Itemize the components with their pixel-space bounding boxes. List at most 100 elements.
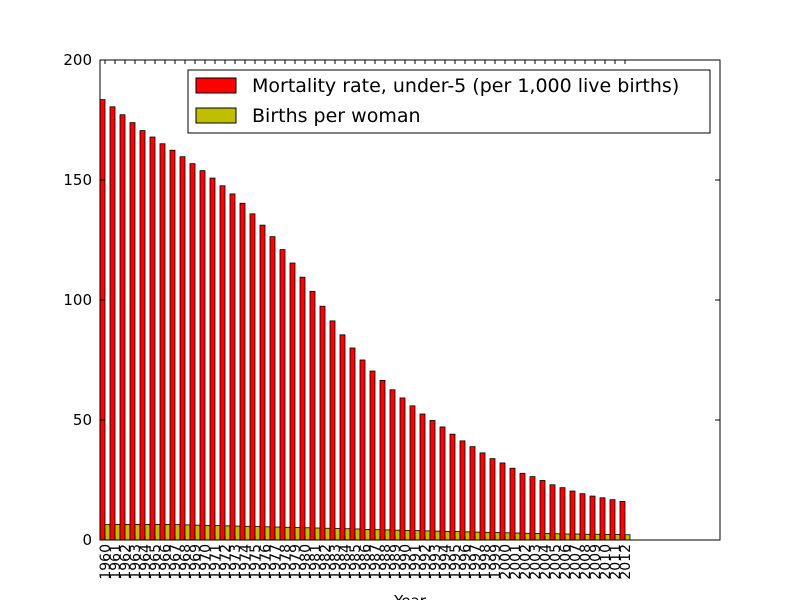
legend-box: [187, 69, 711, 134]
bar-mortality-1964: [139, 130, 146, 541]
bar-mortality-1987: [369, 370, 376, 541]
bar-mortality-1979: [289, 262, 296, 541]
bar-mortality-1969: [189, 163, 196, 541]
bar-births-1965: [154, 524, 161, 541]
bar-mortality-2007: [569, 490, 576, 541]
bar-births-2001: [514, 532, 521, 541]
x-tick-label-1980: 1980: [298, 544, 314, 580]
bar-births-2010: [604, 534, 611, 541]
x-tick-label-1963: 1963: [128, 544, 144, 580]
bar-births-2000: [504, 532, 511, 541]
x-tick-label-2001: 2001: [508, 544, 524, 580]
bar-births-2004: [544, 533, 551, 541]
bar-births-1962: [124, 524, 131, 541]
bar-mortality-1981: [309, 290, 316, 541]
bar-mortality-1997: [469, 446, 476, 541]
bar-births-1978: [284, 526, 291, 541]
legend-swatch-births: [195, 107, 237, 124]
bar-mortality-1966: [159, 143, 166, 541]
x-tick-label-1978: 1978: [278, 544, 294, 580]
x-tick-label-1998: 1998: [478, 544, 494, 580]
x-tick-label-1967: 1967: [168, 544, 184, 580]
bar-mortality-1982: [319, 305, 326, 541]
bar-births-1989: [394, 529, 401, 541]
bar-mortality-2000: [499, 462, 506, 541]
legend: Mortality rate, under-5 (per 1,000 live …: [187, 69, 711, 134]
x-tick-label-2008: 2008: [578, 544, 594, 580]
x-tick-label-1995: 1995: [448, 544, 464, 580]
bar-mortality-1998: [479, 452, 486, 541]
x-tick-label-1989: 1989: [388, 544, 404, 580]
bar-births-1969: [194, 524, 201, 541]
x-tick-label-1990: 1990: [398, 544, 414, 580]
x-tick-label-2000: 2000: [498, 544, 514, 580]
bar-mortality-1999: [489, 458, 496, 541]
bar-mortality-1990: [399, 397, 406, 541]
x-tick-label-1993: 1993: [428, 544, 444, 580]
bar-mortality-1992: [419, 413, 426, 541]
x-tick-label-2004: 2004: [538, 544, 554, 580]
bar-births-2007: [574, 533, 581, 541]
bar-mortality-2004: [539, 480, 546, 541]
bar-mortality-1968: [179, 156, 186, 541]
bar-mortality-1974: [239, 202, 246, 541]
bar-births-2009: [594, 533, 601, 541]
bar-births-1999: [494, 532, 501, 541]
bar-births-1994: [444, 530, 451, 541]
bar-births-1993: [434, 530, 441, 541]
bar-births-1974: [244, 525, 251, 541]
x-tick-label-1969: 1969: [188, 544, 204, 580]
bar-mortality-1991: [409, 405, 416, 541]
bar-births-1995: [454, 531, 461, 541]
bar-births-1973: [234, 525, 241, 541]
bar-births-2002: [524, 532, 531, 541]
x-tick-label-1983: 1983: [328, 544, 344, 580]
bar-mortality-1977: [269, 236, 276, 541]
x-tick-label-1968: 1968: [178, 544, 194, 580]
bar-births-2008: [584, 533, 591, 541]
bar-mortality-1961: [109, 106, 116, 541]
bar-mortality-1967: [169, 149, 176, 541]
bar-births-1963: [134, 524, 141, 541]
x-tick-label-1996: 1996: [458, 544, 474, 580]
x-axis-label: Year: [393, 592, 427, 600]
x-tick-label-1977: 1977: [268, 544, 284, 580]
bar-mortality-2002: [519, 472, 526, 541]
x-tick-label-1999: 1999: [488, 544, 504, 580]
x-tick-label-1997: 1997: [468, 544, 484, 580]
bar-births-1979: [294, 527, 301, 541]
y-tick-label-150: 150: [63, 171, 92, 189]
bar-mortality-2003: [529, 476, 536, 541]
bar-mortality-1962: [119, 114, 126, 541]
x-tick-label-1988: 1988: [378, 544, 394, 580]
x-tick-label-1982: 1982: [318, 544, 334, 580]
bar-births-1960: [104, 524, 111, 541]
bar-births-1996: [464, 531, 471, 541]
bar-births-1964: [144, 524, 151, 541]
x-tick-label-1985: 1985: [348, 544, 364, 580]
x-tick-label-2002: 2002: [518, 544, 534, 580]
bar-births-1977: [274, 526, 281, 541]
bar-mortality-2005: [549, 484, 556, 541]
x-tick-label-1986: 1986: [358, 544, 374, 580]
bar-mortality-2009: [589, 495, 596, 541]
bar-mortality-1983: [329, 320, 336, 541]
bar-births-1988: [384, 529, 391, 541]
x-tick-label-1974: 1974: [238, 544, 254, 580]
x-tick-label-1971: 1971: [208, 544, 224, 580]
x-tick-label-2006: 2006: [558, 544, 574, 580]
x-tick-label-2009: 2009: [588, 544, 604, 580]
bar-mortality-2008: [579, 493, 586, 541]
x-tick-label-1975: 1975: [248, 544, 264, 580]
bar-mortality-1971: [209, 177, 216, 541]
x-tick-label-1966: 1966: [158, 544, 174, 580]
bar-births-1986: [364, 529, 371, 541]
bar-mortality-2001: [509, 467, 516, 541]
bar-mortality-2011: [609, 499, 616, 541]
bar-mortality-1988: [379, 379, 386, 541]
y-tick-label-100: 100: [63, 291, 92, 309]
bar-mortality-1996: [459, 440, 466, 541]
bar-mortality-1960: [99, 99, 106, 541]
x-tick-label-1973: 1973: [228, 544, 244, 580]
